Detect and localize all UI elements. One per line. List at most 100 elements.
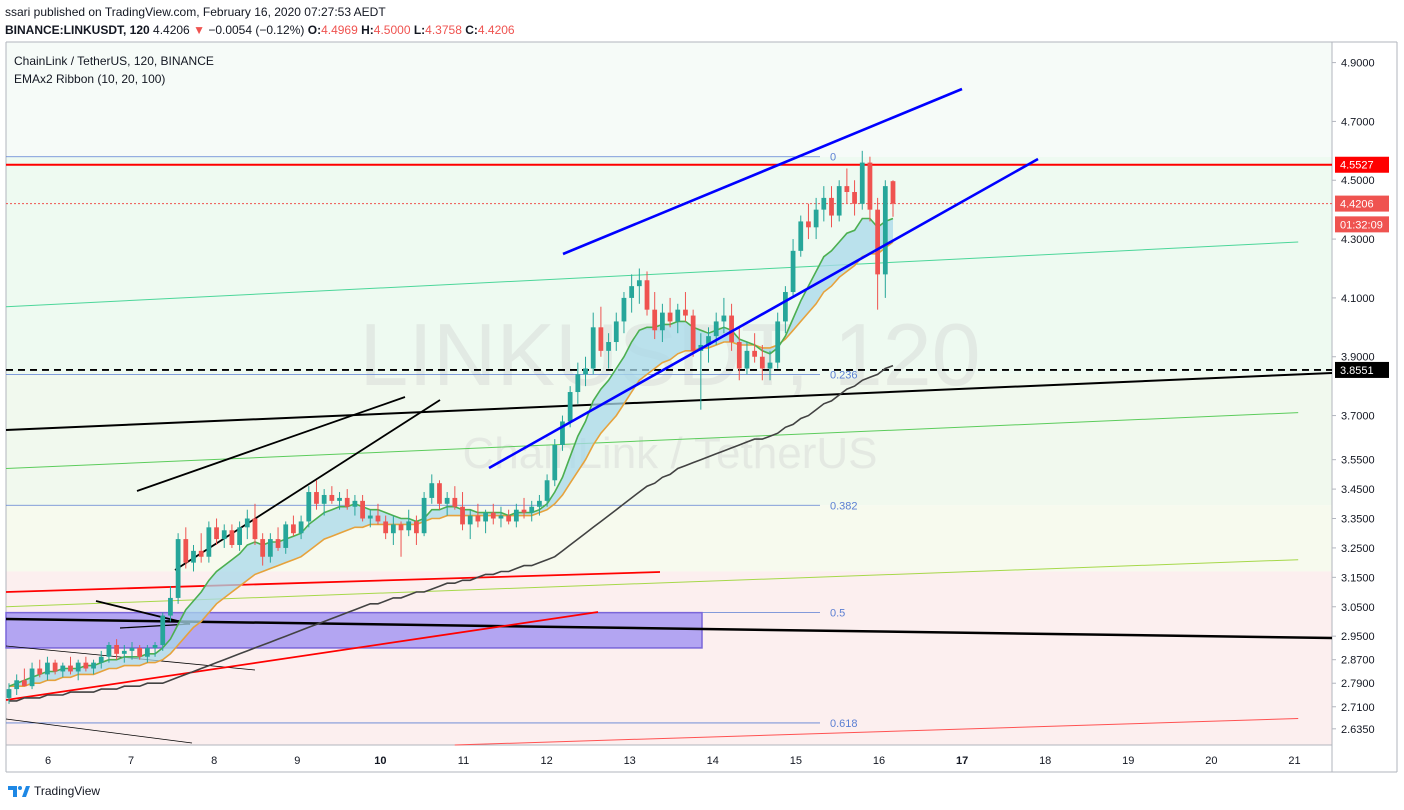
- candle-body: [713, 321, 719, 337]
- price-tick-label: 2.9500: [1341, 631, 1375, 643]
- candle-body: [759, 356, 765, 369]
- candle-body: [736, 342, 742, 369]
- pennant-line-top: [95, 600, 191, 625]
- candle-body: [475, 515, 481, 522]
- candle-body: [767, 362, 773, 369]
- candle-body: [683, 309, 688, 316]
- time-tick-label: 17: [956, 755, 968, 767]
- candle-body: [129, 647, 135, 651]
- candle-body: [191, 550, 196, 563]
- series-legend[interactable]: ChainLink / TetherUS, 120, BINANCE: [14, 54, 214, 68]
- fib-level-label: 0.5: [830, 608, 845, 620]
- candle-body: [414, 521, 419, 534]
- time-tick-label: 7: [128, 755, 134, 767]
- watermark-name: ChainLink / TetherUS: [463, 429, 878, 478]
- price-change: −0.0054 (−0.12%): [208, 23, 305, 37]
- candle-body: [813, 209, 819, 228]
- price-tick-label: 3.2500: [1341, 543, 1375, 555]
- candle-body: [790, 250, 796, 293]
- fib-level-label: 0.236: [830, 369, 858, 381]
- candle-body: [652, 309, 658, 331]
- price-label-box: [1335, 216, 1389, 233]
- open-label: O:: [307, 23, 322, 37]
- last-price: 4.4206: [153, 23, 190, 37]
- candle-body: [675, 309, 681, 322]
- candle-body: [383, 521, 389, 534]
- price-label-text: 4.4206: [1340, 199, 1374, 211]
- candle-body: [529, 506, 535, 513]
- price-tick-label: 2.7100: [1341, 702, 1375, 714]
- candle-body: [6, 689, 12, 698]
- price-tick-label: 3.0500: [1341, 602, 1375, 614]
- candle-body: [29, 668, 35, 687]
- candle-body: [660, 312, 665, 331]
- candle-body: [367, 515, 373, 519]
- footer-brand[interactable]: TradingView: [8, 784, 100, 798]
- candle-body: [321, 494, 327, 504]
- candle-body: [106, 644, 112, 657]
- candle-body: [398, 524, 404, 531]
- candle-body: [237, 527, 242, 545]
- ema-fast-line: [8, 217, 894, 687]
- thin-trendline-2: [5, 718, 193, 744]
- candle-body: [352, 500, 358, 507]
- candle-body: [37, 668, 43, 675]
- candle-body: [552, 444, 558, 481]
- candle-body: [744, 350, 750, 369]
- candle-body: [521, 509, 527, 513]
- candle-body: [291, 524, 296, 534]
- candle-body: [306, 492, 312, 522]
- candle-body: [375, 515, 381, 522]
- candle-body: [421, 497, 427, 534]
- candle-body: [498, 515, 504, 519]
- candle-body: [544, 480, 550, 501]
- candle-body: [337, 497, 342, 501]
- time-tick-label: 20: [1205, 755, 1217, 767]
- long-trendline-upper: [5, 372, 1333, 431]
- channel-lower-line: [488, 157, 1039, 470]
- candle-body: [583, 368, 588, 375]
- time-tick-label: 16: [873, 755, 885, 767]
- candle-body: [537, 500, 542, 507]
- candle-body: [75, 662, 81, 672]
- candle-body: [590, 327, 596, 369]
- fib-level-label: 0.382: [830, 500, 858, 512]
- candle-body: [598, 327, 604, 351]
- candles-group: [6, 150, 896, 704]
- indicator-legend[interactable]: EMAx2 Ribbon (10, 20, 100): [14, 72, 166, 86]
- candle-body: [168, 597, 173, 616]
- candle-body: [221, 530, 227, 540]
- candle-body: [452, 497, 458, 507]
- candle-body: [629, 286, 635, 298]
- candle-body: [667, 312, 673, 322]
- time-tick-label: 12: [540, 755, 552, 767]
- fan-line-green-top: [5, 241, 1299, 308]
- time-tick-label: 10: [374, 755, 386, 767]
- publish-info: ssari published on TradingView.com, Febr…: [5, 5, 386, 19]
- candle-body: [483, 512, 488, 522]
- candle-body: [45, 662, 50, 675]
- price-tick-label: 2.7900: [1341, 678, 1375, 690]
- red-trendline-upper: [5, 571, 661, 593]
- time-tick-label: 11: [458, 755, 469, 767]
- candle-body: [636, 280, 642, 287]
- price-label-text: 3.8551: [1340, 365, 1374, 377]
- price-label-box: [1335, 361, 1389, 378]
- candle-body: [729, 315, 734, 343]
- wedge-line-top: [136, 396, 406, 492]
- candle-body: [98, 656, 104, 663]
- change-arrow-icon: ▼: [193, 23, 205, 37]
- price-label-text: 01:32:09: [1340, 219, 1383, 231]
- close-label: C:: [465, 23, 478, 37]
- candle-body: [298, 521, 304, 534]
- candle-body: [390, 524, 396, 534]
- candle-body: [567, 392, 573, 422]
- candle-body: [91, 662, 96, 669]
- zone-0382-05: [6, 505, 1332, 572]
- candle-body: [121, 650, 127, 654]
- candle-body: [329, 494, 335, 501]
- candle-body: [137, 647, 143, 657]
- candle-body: [437, 483, 442, 504]
- candle-body: [206, 527, 212, 557]
